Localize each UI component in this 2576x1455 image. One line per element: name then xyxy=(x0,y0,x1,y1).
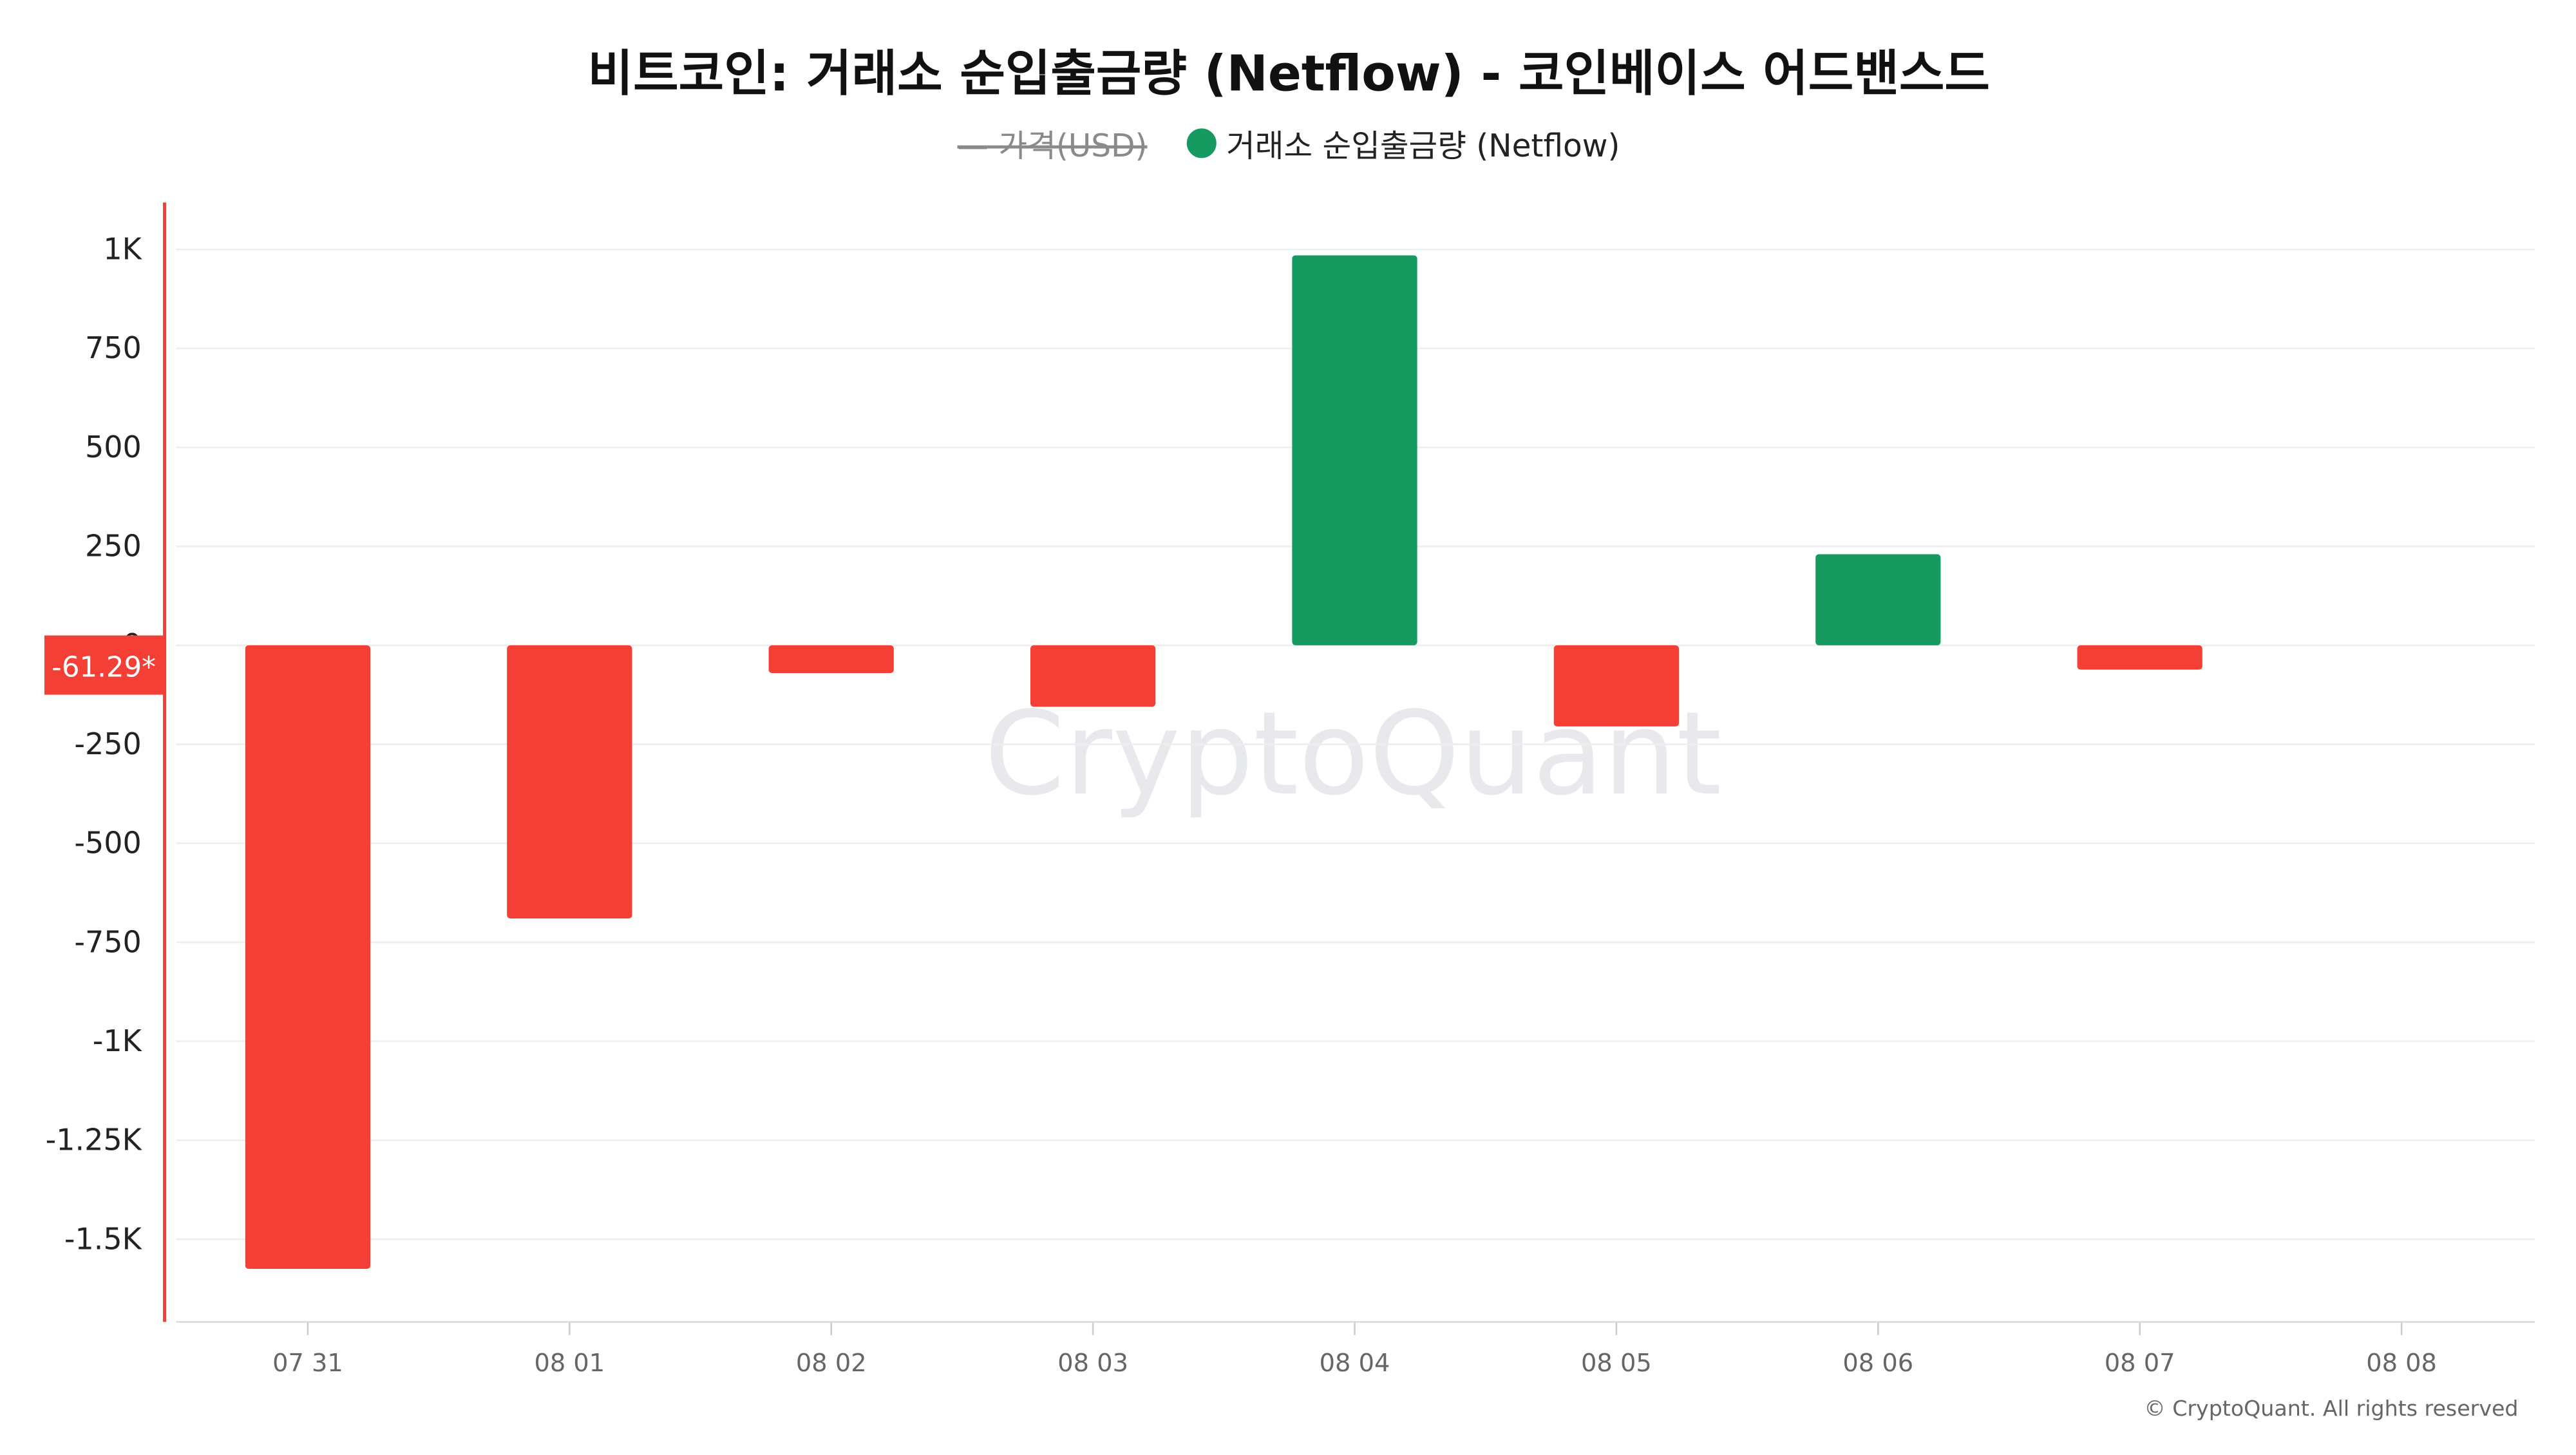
y-tick-label: -750 xyxy=(74,924,141,959)
bar-08-01[interactable] xyxy=(507,645,632,919)
current-value-label: -61.29* xyxy=(52,651,156,683)
x-axis-ticks: 07 31 08 01 08 02 08 03 08 04 08 05 08 06 08 07… xyxy=(272,1322,2437,1378)
bar-08-03[interactable] xyxy=(1030,645,1156,707)
x-tick-label: 08 04 xyxy=(1320,1349,1390,1378)
legend-item-netflow[interactable]: 거래소 순입출금량 (Netflow) xyxy=(1226,128,1620,164)
y-tick-label: -1K xyxy=(93,1023,143,1058)
bars xyxy=(245,255,2202,1270)
x-tick-label: 08 06 xyxy=(1842,1349,1913,1378)
y-axis-ticks: 1K7505002500-250-500-750-1K-1.25K-1.5K xyxy=(46,232,143,1257)
x-tick-label: 08 08 xyxy=(2366,1349,2437,1378)
x-tick-label: 08 07 xyxy=(2105,1349,2175,1378)
y-tick-label: 500 xyxy=(85,430,142,464)
x-tick-label: 08 02 xyxy=(796,1349,867,1378)
y-tick-label: 250 xyxy=(85,529,142,564)
y-tick-label: 1K xyxy=(103,232,142,267)
current-value-marker: -61.29* xyxy=(44,635,165,695)
x-tick-label: 08 05 xyxy=(1581,1349,1652,1378)
legend: — 가격(USD) 거래소 순입출금량 (Netflow) xyxy=(958,128,1620,164)
legend-item-price[interactable]: — 가격(USD) xyxy=(958,128,1148,164)
y-tick-label: -500 xyxy=(74,826,141,861)
x-tick-label: 07 31 xyxy=(272,1349,343,1378)
bar-08-06[interactable] xyxy=(1815,554,1941,645)
bar-07-31[interactable] xyxy=(245,645,371,1270)
y-tick-label: 750 xyxy=(85,330,142,365)
x-tick-label: 08 03 xyxy=(1057,1349,1128,1378)
current-value-badge xyxy=(44,635,165,695)
bar-08-07[interactable] xyxy=(2077,645,2202,670)
legend-netflow-dot-icon xyxy=(1186,128,1217,158)
bar-08-05[interactable] xyxy=(1553,645,1680,727)
bar-08-04[interactable] xyxy=(1292,255,1417,645)
y-tick-label: -1.5K xyxy=(64,1221,143,1256)
x-tick-label: 08 01 xyxy=(534,1349,605,1378)
y-tick-label: -250 xyxy=(74,727,141,761)
copyright-text: © CryptoQuant. All rights reserved xyxy=(2144,1396,2518,1421)
y-tick-label: -1.25K xyxy=(46,1123,143,1157)
chart-title: 비트코인: 거래소 순입출금량 (Netflow) - 코인베이스 어드밴스드 xyxy=(588,46,1990,103)
bar-08-02[interactable] xyxy=(768,645,894,673)
